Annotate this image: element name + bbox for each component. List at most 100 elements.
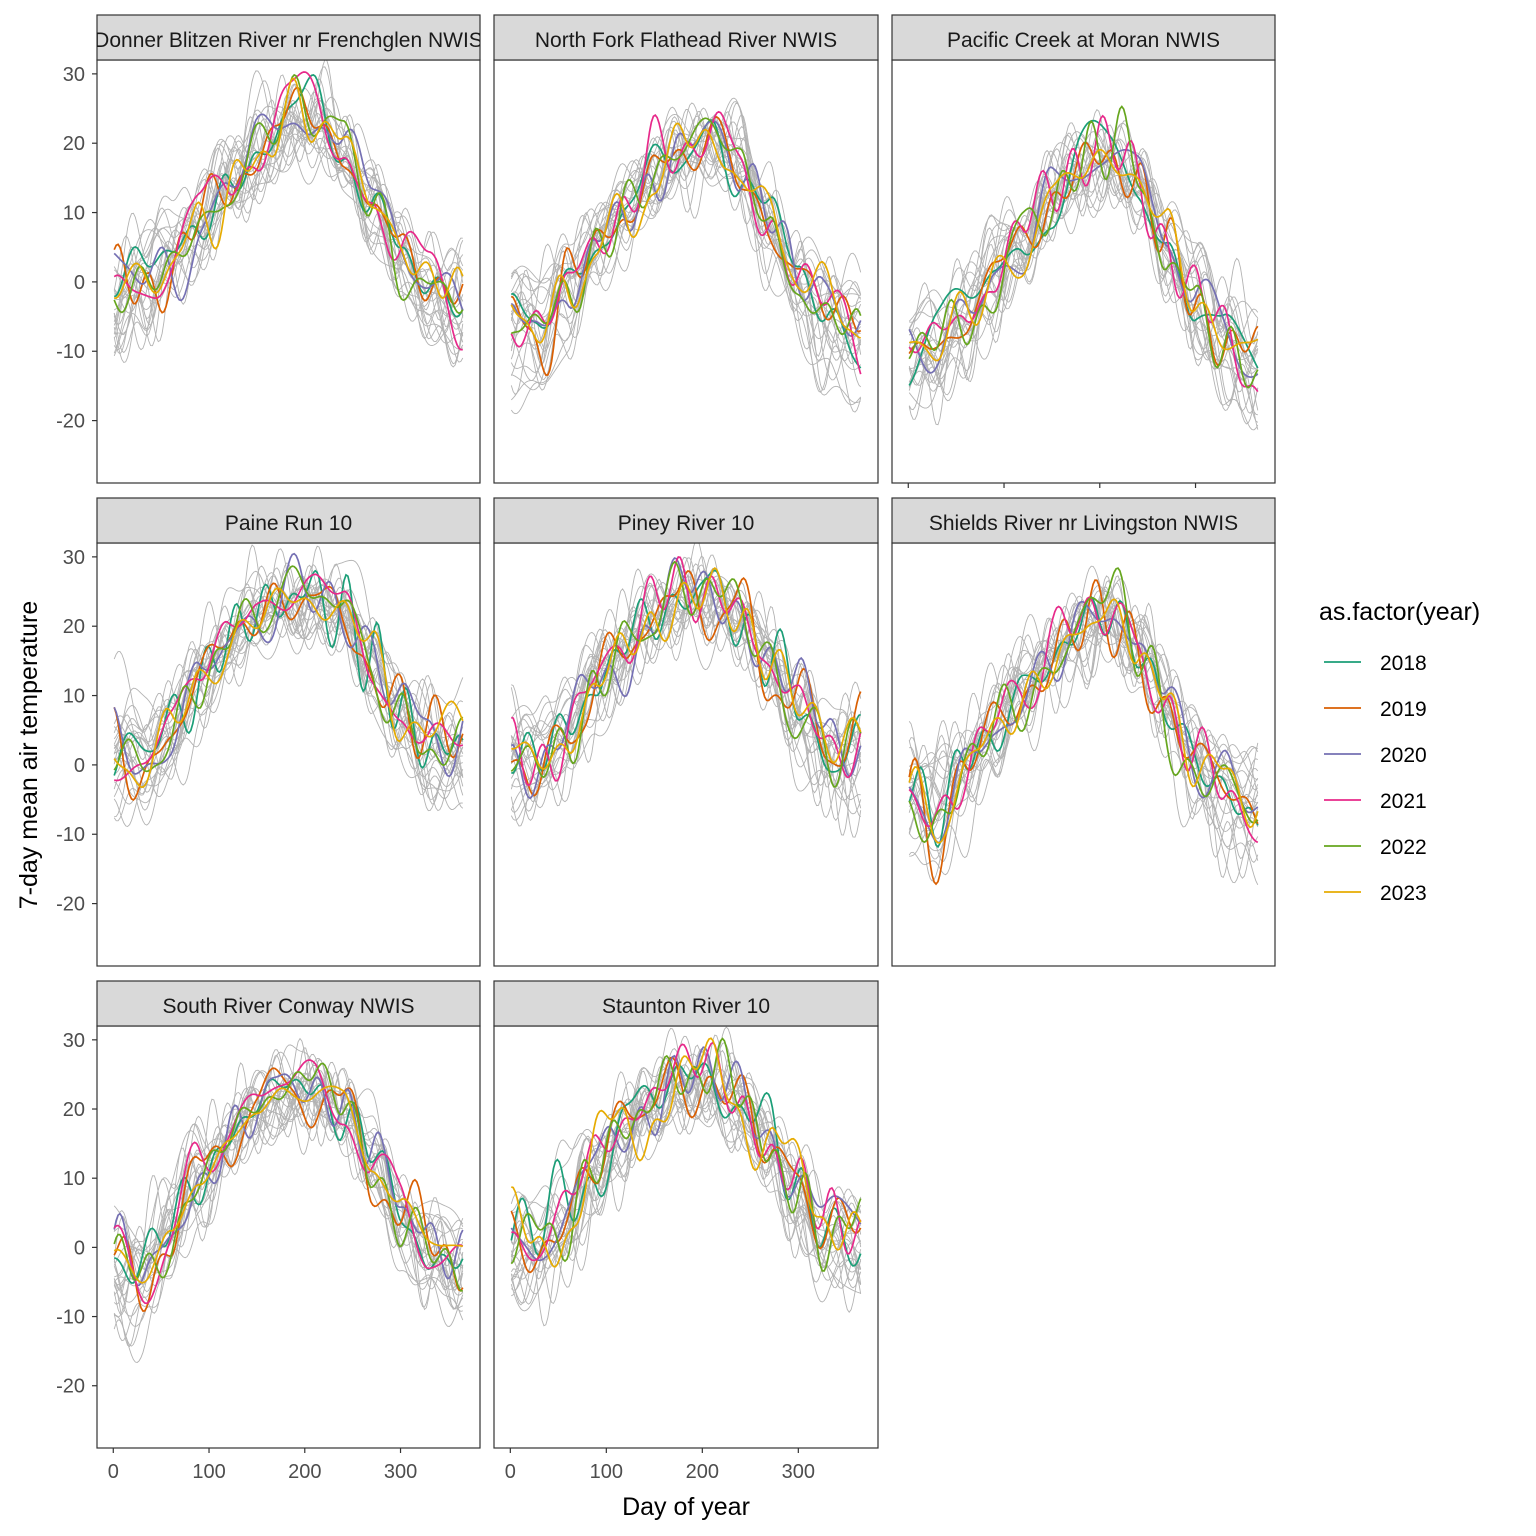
background-year-line [908, 590, 1259, 827]
background-year-line [510, 113, 861, 297]
facet-strip [891, 14, 1276, 61]
series-group [510, 543, 862, 838]
series-line-2019 [510, 1056, 862, 1274]
series-line-2019 [113, 86, 464, 314]
y-tick-label: 30 [63, 1030, 85, 1052]
series-line-2019 [510, 116, 862, 376]
y-tick-label: 20 [63, 133, 85, 155]
facet-panel: Piney River 10 [493, 497, 879, 967]
legend: as.factor(year) 2018 2019 2020 2021 2022 2023 [1319, 598, 1480, 905]
facet-panel: Shields River nr Livingston NWIS [891, 497, 1276, 967]
facet-title: North Fork Flathead River NWIS [535, 29, 837, 52]
background-year-line [510, 556, 862, 788]
facet-strip [493, 14, 879, 61]
y-tick-label: -20 [56, 411, 85, 433]
legend-label: 2022 [1380, 836, 1427, 859]
background-year-line [114, 583, 464, 818]
facet-title: Staunton River 10 [602, 995, 770, 1018]
facet-panel: North Fork Flathead River NWIS [493, 14, 879, 484]
background-year-line [510, 1026, 862, 1228]
legend-item-2022: 2022 [1324, 836, 1427, 859]
y-tick-label: 10 [63, 1168, 85, 1190]
y-tick-label: 0 [74, 755, 85, 777]
background-year-line [908, 128, 1259, 393]
x-tick-label: 200 [686, 1461, 719, 1483]
facet-title: Piney River 10 [618, 512, 755, 535]
background-year-line [510, 1053, 861, 1312]
background-year-line [113, 105, 464, 330]
background-year-line [113, 1054, 464, 1311]
background-year-line [113, 572, 464, 795]
legend-label: 2020 [1380, 744, 1427, 767]
facet-strip [493, 980, 879, 1027]
background-year-line [511, 1042, 862, 1228]
plot-background [892, 60, 1275, 483]
x-tick-label: 0 [505, 1461, 516, 1483]
background-year-line [113, 1044, 463, 1276]
facet-panel: Donner Blitzen River nr Frenchglen NWIS 3… [56, 14, 483, 484]
series-group [113, 60, 464, 368]
series-line-2022 [510, 560, 862, 788]
series-line-2021 [510, 110, 862, 375]
facet-strip [891, 497, 1276, 544]
series-line-2022 [113, 1062, 463, 1292]
legend-label: 2023 [1380, 882, 1427, 905]
y-tick-label: -20 [56, 894, 85, 916]
facet-title: Pacific Creek at Moran NWIS [947, 29, 1220, 52]
background-year-line [908, 604, 1259, 885]
facet-title: Donner Blitzen River nr Frenchglen NWIS [94, 29, 483, 52]
series-line-2022 [113, 565, 464, 773]
background-year-line [113, 565, 464, 778]
y-tick-label: -10 [56, 341, 85, 363]
background-year-line [113, 123, 464, 354]
background-year-line [908, 122, 1259, 330]
facet-panels: Donner Blitzen River nr Frenchglen NWIS 3… [56, 14, 1276, 1483]
background-year-line [511, 1044, 862, 1327]
series-line-2023 [114, 77, 464, 299]
series-line-2021 [113, 71, 463, 351]
series-group [113, 544, 464, 828]
facet-title: Shields River nr Livingston NWIS [929, 512, 1238, 535]
x-tick-label: 300 [384, 1461, 417, 1483]
x-axis-title: Day of year [622, 1493, 750, 1521]
background-year-line [113, 575, 464, 826]
series-line-2020 [113, 552, 464, 778]
background-year-line [510, 146, 862, 415]
background-year-line [510, 1075, 862, 1306]
series-line-2023 [511, 567, 862, 771]
background-year-line [510, 109, 862, 330]
facet-strip [96, 980, 481, 1027]
background-year-line [909, 109, 1259, 337]
y-tick-label: 20 [63, 616, 85, 638]
series-line-2020 [511, 557, 862, 800]
legend-label: 2019 [1380, 698, 1427, 721]
x-tick-label: 200 [288, 1461, 321, 1483]
series-line-2018 [511, 569, 862, 774]
background-year-line [510, 127, 862, 376]
series-group [908, 105, 1259, 431]
y-tick-label: 0 [74, 272, 85, 294]
y-tick-label: 0 [74, 1237, 85, 1259]
series-line-2019 [908, 579, 1259, 886]
background-year-line [908, 157, 1259, 420]
series-line-2018 [908, 119, 1259, 386]
facet-panel: Paine Run 10 30 20 10 0 -10 -20 [56, 497, 481, 967]
y-tick-label: -10 [56, 824, 85, 846]
series-group [510, 97, 862, 415]
x-tick-label: 300 [782, 1461, 815, 1483]
series-line-2023 [113, 1085, 463, 1284]
y-tick-label: -10 [56, 1307, 85, 1329]
background-year-line [113, 1085, 463, 1342]
series-line-2023 [908, 598, 1259, 844]
series-group [510, 1026, 862, 1327]
series-group [908, 565, 1259, 886]
series-line-2022 [510, 117, 862, 336]
series-line-2021 [510, 556, 862, 787]
background-year-line [510, 578, 862, 827]
legend-item-2019: 2019 [1324, 698, 1427, 721]
background-year-line [113, 544, 464, 778]
background-year-line [908, 586, 1259, 814]
series-line-2021 [114, 573, 464, 782]
background-year-line [113, 1051, 464, 1253]
